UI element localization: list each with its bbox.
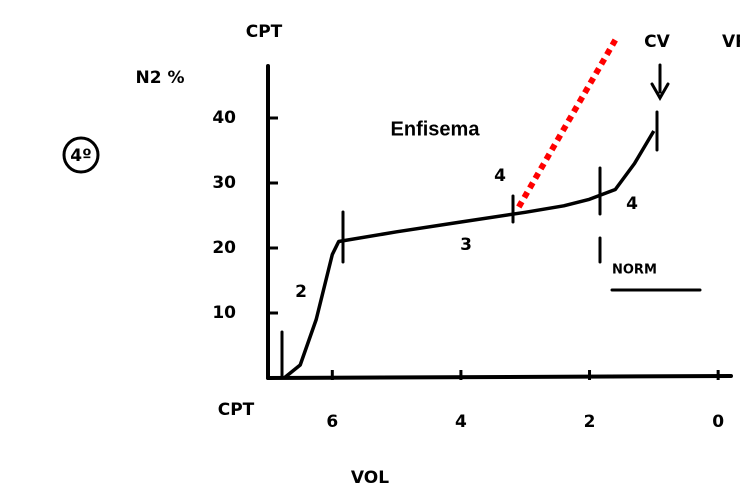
x-tick-label: 4	[455, 412, 467, 432]
y-tick-label: 10	[212, 303, 236, 323]
annotation: CPT	[246, 22, 283, 42]
series-label: Enfisema	[391, 118, 481, 140]
annotation: CV	[644, 32, 670, 52]
x-axis	[266, 374, 733, 380]
annotation: 2	[295, 282, 307, 302]
annotation: 4	[494, 166, 506, 186]
x-tick-label: 2	[584, 412, 596, 432]
series-line	[283, 130, 656, 380]
x-axis-label: VOL	[351, 468, 389, 488]
x-tick-label: 6	[326, 412, 338, 432]
annotation: 3	[460, 235, 472, 255]
y-tick-label: 40	[212, 108, 236, 128]
annotation: VR	[722, 32, 740, 52]
annotation: 4º	[70, 146, 91, 166]
y-tick-label: 30	[212, 173, 236, 193]
circle	[62, 136, 100, 174]
x-tick-label: 0	[712, 412, 724, 432]
annotation: NORM	[612, 263, 657, 278]
annotation: 4	[626, 194, 638, 214]
annotation: CPT	[218, 400, 255, 420]
y-axis-label: N2 %	[135, 68, 184, 88]
arrow	[650, 63, 670, 102]
y-tick-label: 20	[212, 238, 236, 258]
